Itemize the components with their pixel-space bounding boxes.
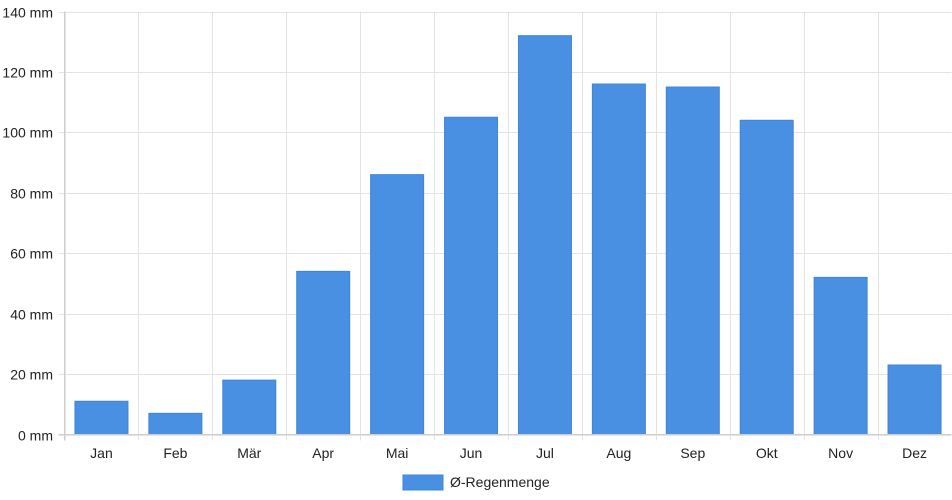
grid-layer — [58, 11, 952, 441]
x-tick-label: Sep — [680, 445, 705, 461]
bar[interactable] — [148, 412, 203, 436]
y-tick-label: 80 mm — [10, 186, 53, 202]
bar[interactable] — [296, 270, 351, 436]
legend-label[interactable]: Ø-Regenmenge — [450, 474, 550, 490]
bar[interactable] — [739, 119, 794, 436]
x-tick-label: Nov — [828, 445, 853, 461]
y-tick-label: 60 mm — [10, 246, 53, 262]
bar[interactable] — [444, 116, 499, 435]
x-tick-label: Mär — [237, 445, 261, 461]
y-tick-label: 140 mm — [2, 5, 53, 21]
bars-layer — [74, 35, 942, 436]
bar[interactable] — [665, 86, 720, 436]
y-tick-label: 100 mm — [2, 125, 53, 141]
x-tick-label: Feb — [163, 445, 187, 461]
bar[interactable] — [813, 276, 868, 435]
x-tick-label: Aug — [606, 445, 631, 461]
x-tick-label: Jan — [90, 445, 113, 461]
x-tick-label: Jul — [536, 445, 554, 461]
x-tick-label: Dez — [902, 445, 927, 461]
y-tick-label: 20 mm — [10, 367, 53, 383]
x-tick-label: Okt — [756, 445, 778, 461]
bar[interactable] — [222, 379, 277, 436]
bar[interactable] — [591, 83, 646, 435]
bar[interactable] — [370, 174, 425, 436]
x-tick-label: Mai — [386, 445, 409, 461]
bar[interactable] — [517, 35, 572, 436]
x-tick-label: Apr — [312, 445, 334, 461]
bar[interactable] — [74, 400, 129, 435]
legend-swatch[interactable] — [402, 474, 444, 491]
y-tick-label: 0 mm — [18, 428, 53, 444]
x-tick-label: Jun — [460, 445, 483, 461]
bar[interactable] — [887, 364, 942, 435]
axis-layer: 0 mm 20 mm 40 mm 60 mm 80 mm 100 mm 120 mm 140 … — [2, 5, 952, 461]
legend[interactable]: Ø-Regenmenge — [402, 474, 550, 491]
y-tick-label: 120 mm — [2, 65, 53, 81]
y-tick-label: 40 mm — [10, 307, 53, 323]
